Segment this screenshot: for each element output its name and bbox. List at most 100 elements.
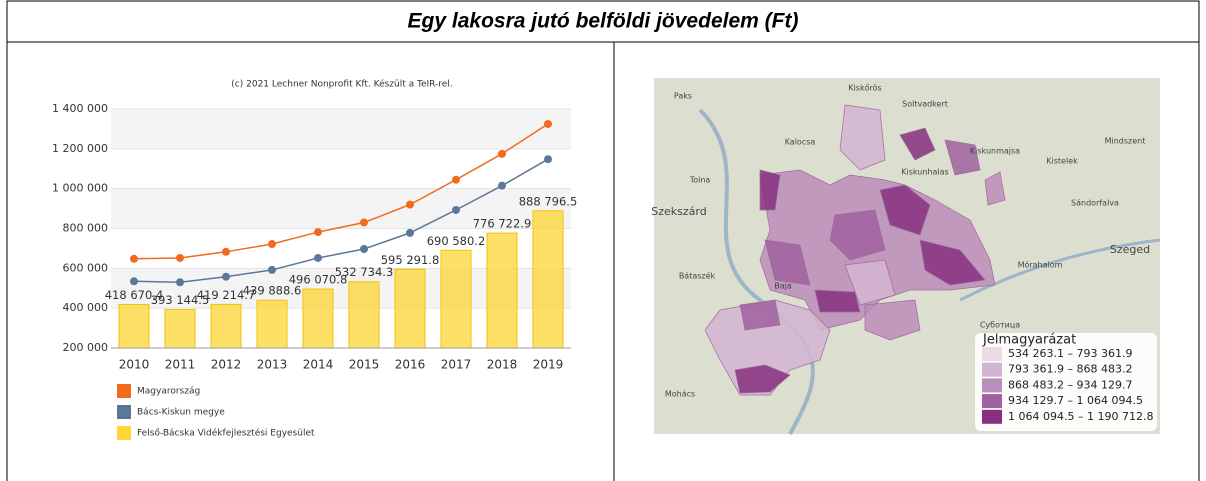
legend-label: Magyarország — [137, 387, 200, 397]
map-legend-label: 534 263.1 – 793 361.9 — [1008, 347, 1132, 360]
place-label: Soltvadkert — [902, 100, 948, 109]
place-label: Kalocsa — [785, 138, 816, 147]
chart-subtitle: (c) 2021 Lechner Nonprofit Kft. Készült … — [231, 79, 452, 90]
river — [959, 238, 1161, 302]
river — [698, 108, 815, 435]
map-legend-swatch — [982, 362, 1002, 377]
map-legend-swatch — [982, 394, 1002, 409]
line-marker — [498, 181, 506, 190]
place-label: Суботица — [980, 321, 1020, 330]
map-region — [814, 289, 861, 313]
bar-value-label: 418 670.4 — [105, 288, 164, 302]
map-region — [839, 104, 886, 171]
bar-value-label: 439 888.6 — [243, 284, 302, 298]
line-marker — [544, 119, 552, 128]
line-marker — [452, 175, 460, 184]
bar-value-label: 888 796.5 — [519, 194, 578, 208]
line-marker — [360, 245, 368, 254]
bar — [532, 210, 564, 349]
x-tick-label: 2013 — [257, 358, 288, 372]
map-legend-label: 868 483.2 – 934 129.7 — [1008, 378, 1132, 391]
line-marker — [544, 155, 552, 164]
map: Paks Kiskőrös Soltvadkert Kalocsa Kiskunmajs… — [651, 78, 1161, 435]
bar — [118, 303, 150, 349]
bar-value-label: 595 291.8 — [381, 253, 440, 267]
y-tick-label: 400 000 — [63, 301, 109, 314]
line-marker — [176, 253, 184, 262]
plot-band — [111, 109, 571, 149]
header-title: Egy lakosra jutó belföldi jövedelem (Ft) — [408, 10, 799, 33]
line-marker — [222, 272, 230, 281]
map-region — [984, 171, 1006, 206]
y-tick-label: 800 000 — [63, 222, 109, 235]
place-label: Tolna — [689, 176, 711, 185]
x-tick-label: 2017 — [441, 358, 472, 372]
line-marker — [314, 253, 322, 262]
map-legend-label: 934 129.7 – 1 064 094.5 — [1008, 394, 1143, 407]
line-marker — [130, 254, 138, 263]
x-tick-label: 2010 — [119, 358, 150, 372]
place-label: Kiskunmajsa — [970, 147, 1020, 156]
legend-swatch — [117, 405, 131, 419]
line-marker — [406, 228, 414, 237]
map-legend-title: Jelmagyarázat — [982, 333, 1076, 348]
bar-value-label: 690 580.2 — [427, 234, 486, 248]
legend-label: Bács-Kiskun megye — [137, 408, 225, 418]
x-tick-label: 2019 — [533, 358, 564, 372]
bar — [440, 249, 472, 349]
x-tick-label: 2018 — [487, 358, 518, 372]
line-marker — [176, 278, 184, 287]
line-marker — [360, 218, 368, 227]
line-marker — [452, 205, 460, 214]
bar-value-label: 776 722.9 — [473, 217, 532, 231]
legend-swatch — [117, 384, 131, 398]
bar-value-label: 532 734.3 — [335, 265, 394, 279]
x-tick-label: 2016 — [395, 358, 426, 372]
map-region — [759, 169, 781, 211]
map-legend-swatch — [982, 347, 1002, 361]
x-tick-label: 2014 — [303, 358, 334, 372]
series-line — [133, 158, 549, 284]
bar — [348, 281, 380, 349]
bar — [394, 268, 426, 349]
map-region — [944, 139, 981, 176]
bar — [256, 299, 288, 349]
map-region — [899, 127, 936, 161]
map-legend-swatch — [982, 378, 1002, 393]
map-legend-label: 1 064 094.5 – 1 190 712.8 — [1008, 410, 1153, 423]
line-marker — [222, 247, 230, 256]
legend-swatch — [117, 426, 131, 440]
place-label: Kiskőrös — [848, 84, 881, 93]
y-tick-label: 600 000 — [63, 261, 109, 274]
y-tick-label: 1 200 000 — [52, 142, 108, 155]
y-tick-label: 200 000 — [63, 341, 109, 354]
place-label: Mórahalom — [1018, 260, 1063, 270]
map-legend-swatch — [982, 409, 1002, 424]
line-marker — [406, 200, 414, 209]
bar — [486, 232, 518, 349]
bar-value-label: 419 214.7 — [197, 288, 256, 302]
map-region — [829, 209, 886, 261]
map-legend-box — [975, 333, 1157, 431]
y-tick-label: 1 000 000 — [52, 182, 108, 195]
line-marker — [130, 277, 138, 286]
map-region — [734, 364, 791, 394]
line-marker — [314, 228, 322, 237]
bar-value-label: 496 070.8 — [289, 273, 348, 287]
map-region — [764, 239, 811, 286]
bar — [164, 309, 196, 349]
place-label: Bátaszék — [679, 271, 716, 281]
line-marker — [498, 149, 506, 158]
line-marker — [268, 265, 276, 274]
place-label: Sándorfalva — [1071, 199, 1119, 208]
line-marker — [268, 240, 276, 249]
map-region — [879, 184, 931, 236]
place-label: Szekszárd — [651, 205, 706, 218]
map-region — [739, 299, 781, 331]
place-label: Szeged — [1110, 243, 1150, 256]
series-line — [133, 123, 549, 260]
legend-label: Felső-Bácska Vidékfejlesztési Egyesület — [137, 428, 315, 439]
bar-value-label: 393 144.5 — [151, 293, 210, 307]
plot-band — [111, 188, 571, 229]
